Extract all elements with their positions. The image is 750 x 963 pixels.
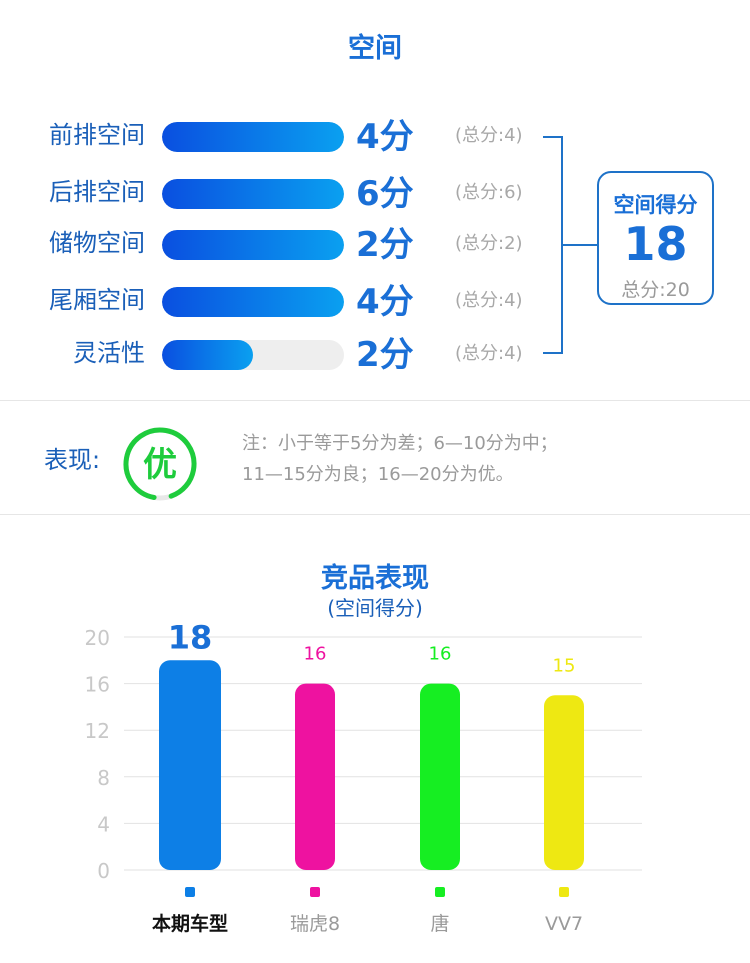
row-score: 4分 — [356, 282, 414, 322]
row-label: 灵活性 — [73, 339, 145, 367]
bar — [159, 660, 221, 870]
bar — [295, 683, 335, 870]
bracket-top — [543, 136, 563, 138]
y-tick-label: 0 — [97, 859, 110, 883]
chart-title: 竞品表现 — [321, 563, 429, 594]
legend-dot — [185, 887, 195, 897]
category-label: 瑞虎8 — [290, 913, 340, 935]
summary-label: 空间得分 — [613, 193, 698, 217]
category-label: 本期车型 — [152, 912, 228, 935]
progress-bar — [162, 287, 344, 317]
row-total: (总分:4) — [455, 290, 523, 311]
y-tick-label: 4 — [97, 812, 110, 836]
row-total: (总分:6) — [455, 182, 523, 203]
bracket-bottom — [543, 352, 563, 354]
row-score: 4分 — [356, 117, 414, 157]
bar-value-label: 18 — [168, 618, 213, 656]
bar-value-label: 16 — [429, 644, 452, 665]
progress-bar — [162, 122, 344, 152]
progress-fill — [162, 179, 344, 209]
progress-fill — [162, 230, 344, 260]
bar-value-label: 15 — [553, 655, 576, 676]
bar-value-label: 16 — [304, 644, 327, 665]
badge-ring — [123, 427, 197, 501]
row-label: 尾厢空间 — [49, 286, 145, 314]
badge-text: 优 — [143, 445, 177, 485]
divider — [0, 400, 750, 401]
row-score: 6分 — [356, 174, 414, 214]
category-label: VV7 — [545, 913, 583, 935]
legend-dot — [310, 887, 320, 897]
progress-fill — [162, 122, 344, 152]
summary-value: 18 — [623, 217, 688, 271]
legend-dot — [435, 887, 445, 897]
y-tick-label: 16 — [85, 673, 110, 697]
progress-fill — [162, 340, 253, 370]
summary-score-box: 空间得分 18 总分:20 — [597, 171, 714, 305]
grade-badge: 优 — [123, 427, 197, 501]
bar — [420, 683, 460, 870]
progress-fill — [162, 287, 344, 317]
y-tick-label: 8 — [97, 766, 110, 790]
summary-total: 总分:20 — [621, 279, 690, 301]
note-line-2: 11—15分为良；16—20分为优。 — [242, 464, 514, 485]
row-score: 2分 — [356, 335, 414, 375]
progress-bar — [162, 179, 344, 209]
bracket-connector — [561, 244, 597, 246]
row-label: 后排空间 — [49, 178, 145, 206]
performance-label: 表现: — [44, 446, 101, 474]
progress-bar — [162, 230, 344, 260]
row-score: 2分 — [356, 225, 414, 265]
category-label: 唐 — [430, 913, 449, 935]
row-label: 前排空间 — [49, 121, 145, 149]
divider — [0, 514, 750, 515]
y-tick-label: 20 — [85, 626, 110, 650]
bar — [544, 695, 584, 870]
page-title: 空间 — [348, 33, 402, 64]
row-total: (总分:2) — [455, 233, 523, 254]
progress-bar — [162, 340, 344, 370]
y-tick-label: 12 — [85, 719, 110, 743]
chart-subtitle: (空间得分) — [327, 596, 423, 620]
note-line-1: 注：小于等于5分为差；6—10分为中； — [242, 433, 558, 454]
legend-dot — [559, 887, 569, 897]
row-total: (总分:4) — [455, 343, 523, 364]
row-label: 储物空间 — [49, 229, 145, 257]
row-total: (总分:4) — [455, 125, 523, 146]
